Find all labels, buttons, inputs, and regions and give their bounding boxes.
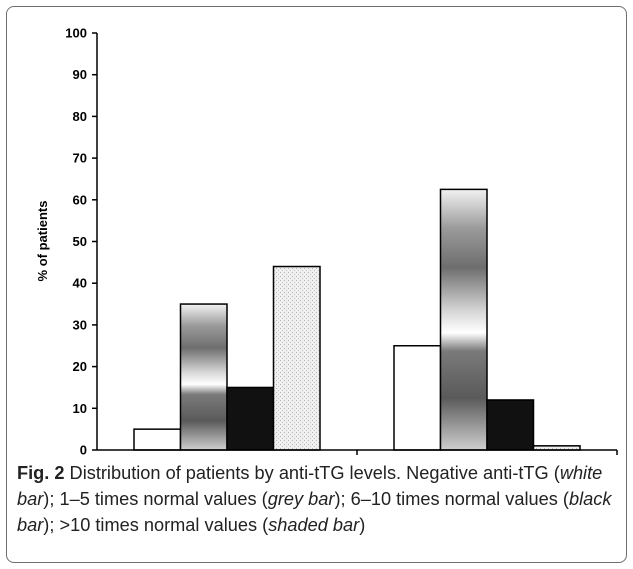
y-tick-label: 10 [73, 401, 87, 416]
caption-text: ) [359, 515, 366, 535]
bar-shaded-cd [272, 265, 321, 451]
y-tick-label: 20 [73, 359, 87, 374]
y-tick-label: 90 [73, 67, 87, 82]
figure-label: Fig. 2 [17, 463, 65, 483]
y-tick-label: 100 [65, 26, 87, 41]
caption-text: ); >10 times normal values ( [43, 515, 269, 535]
x-category-label: no CD [468, 458, 506, 460]
caption-white-bar: white bar [17, 463, 603, 509]
y-tick-label: 60 [73, 192, 87, 207]
y-tick-label: 40 [73, 276, 87, 291]
y-tick-label: 80 [73, 109, 87, 124]
bar-white-cd [133, 428, 182, 451]
bar-grey-gradient-cd [179, 303, 228, 451]
bar-white-no-cd [393, 345, 442, 451]
y-axis-title: % of patients [35, 201, 50, 282]
caption-shaded-bar: shaded bar [268, 515, 360, 535]
y-tick-label: 70 [73, 151, 87, 166]
figure-caption: Fig. 2 Distribution of patients by anti-… [17, 460, 617, 538]
x-category-label: CD [218, 458, 237, 460]
bar-black-no-cd [486, 399, 535, 451]
x-axis-labels: CD no CD [218, 450, 618, 460]
bars-group [133, 188, 581, 451]
caption-black-bar: black bar [17, 489, 612, 535]
y-tick-label: 50 [73, 234, 87, 249]
caption-text: Distribution of patients by anti-tTG lev… [64, 463, 560, 483]
y-axis-ticks: 0 10 20 30 40 50 60 70 80 90 100 [65, 26, 97, 458]
y-tick-label: 0 [80, 443, 87, 458]
caption-grey-bar: grey bar [267, 489, 335, 509]
y-tick-label: 30 [73, 317, 87, 332]
bar-black-cd [226, 386, 275, 451]
caption-text: ); 1–5 times normal values ( [43, 489, 268, 509]
caption-text: ); 6–10 times normal values ( [334, 489, 569, 509]
bar-chart: 0 10 20 30 40 50 60 70 80 90 100 CD no CD % of pati… [35, 26, 618, 460]
bar-grey-gradient-no-cd [439, 188, 488, 451]
